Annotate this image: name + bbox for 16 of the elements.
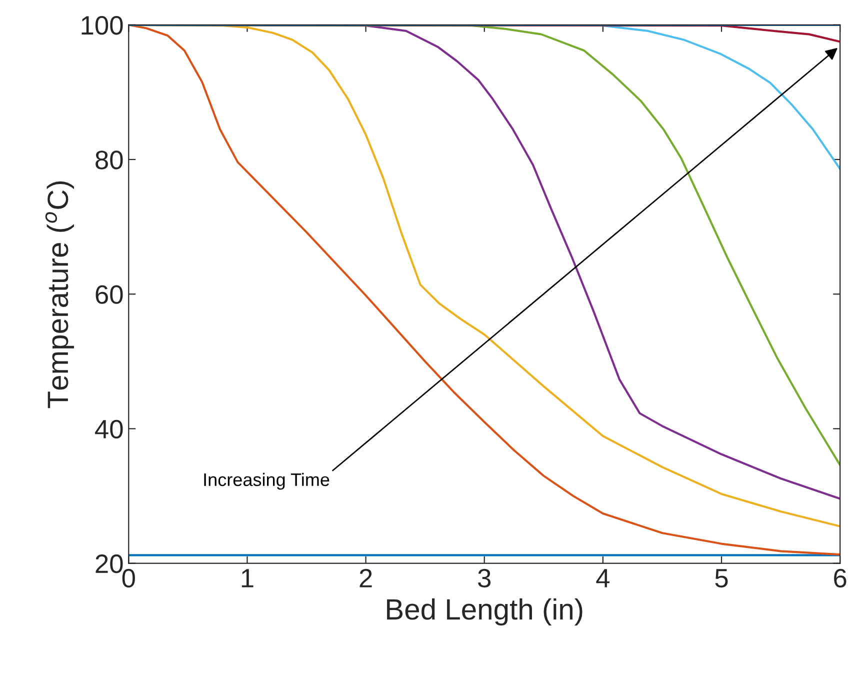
y-tick-label: 20 xyxy=(96,554,123,574)
annotation: Increasing Time xyxy=(204,472,330,490)
x-axis-title: Bed Length (in) xyxy=(387,598,582,626)
x-tick-label: 0 xyxy=(122,568,135,588)
line-series xyxy=(602,24,840,170)
x-tick-label: 3 xyxy=(478,568,491,588)
y-tick-label: 100 xyxy=(82,16,123,35)
x-tick-label: 4 xyxy=(596,569,610,588)
y-axis-title: Temperature ($^{o}$C) xyxy=(45,181,74,408)
y-tick-label: 60 xyxy=(96,285,123,304)
x-tick-label: 5 xyxy=(715,569,728,588)
x-tick-label: 6 xyxy=(834,568,846,588)
y-tick-label: 40 xyxy=(95,420,123,439)
y-tick-label: 80 xyxy=(96,150,123,170)
x-tick-label: 2 xyxy=(360,568,372,588)
x-tick-label: 1 xyxy=(242,569,254,588)
